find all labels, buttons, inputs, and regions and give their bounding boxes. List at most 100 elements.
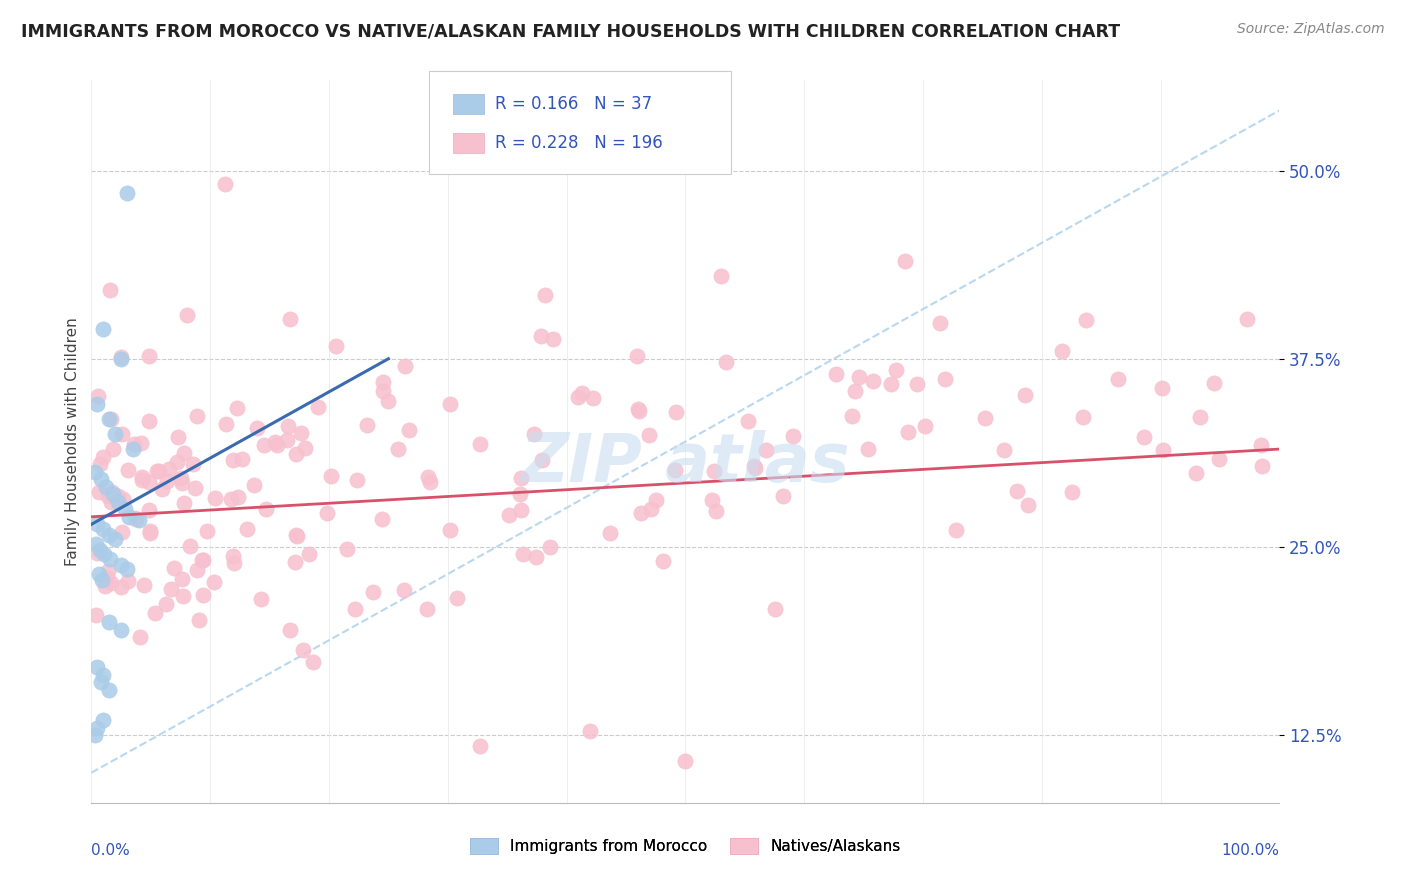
- Point: [131, 473, 153, 487]
- Point: [139, 524, 162, 538]
- Point: [98, 283, 121, 297]
- Point: [294, 441, 316, 455]
- Point: [100, 575, 122, 590]
- Point: [173, 495, 195, 509]
- Point: [98, 615, 121, 630]
- Point: [91, 573, 114, 587]
- Point: [94, 578, 117, 592]
- Point: [96, 571, 118, 585]
- Point: [90, 675, 112, 690]
- Point: [651, 554, 673, 568]
- Point: [117, 463, 139, 477]
- Point: [371, 512, 394, 526]
- Point: [222, 453, 245, 467]
- Point: [86, 546, 108, 560]
- Point: [98, 528, 121, 542]
- Text: R = 0.228   N = 196: R = 0.228 N = 196: [495, 135, 662, 153]
- Point: [1014, 388, 1036, 402]
- Point: [122, 437, 145, 451]
- Point: [524, 549, 547, 564]
- Point: [110, 581, 132, 595]
- Point: [188, 613, 211, 627]
- Point: [418, 470, 440, 484]
- Point: [325, 339, 347, 353]
- Point: [530, 329, 553, 343]
- Point: [91, 522, 114, 536]
- Point: [1184, 467, 1206, 481]
- Point: [627, 404, 650, 418]
- Point: [131, 436, 153, 450]
- Point: [302, 655, 325, 669]
- Point: [191, 552, 214, 566]
- Point: [115, 562, 138, 576]
- Point: [290, 425, 312, 440]
- Point: [285, 528, 308, 542]
- Point: [825, 367, 848, 381]
- Point: [377, 394, 399, 409]
- Point: [879, 376, 901, 391]
- Point: [242, 478, 264, 492]
- Point: [100, 552, 122, 566]
- Point: [894, 254, 917, 268]
- Point: [173, 446, 195, 460]
- Point: [111, 492, 134, 507]
- Point: [541, 332, 564, 346]
- Point: [1107, 371, 1129, 385]
- Point: [280, 623, 302, 637]
- Point: [215, 417, 238, 431]
- Point: [107, 494, 129, 508]
- Point: [533, 288, 555, 302]
- Point: [98, 412, 121, 426]
- Point: [89, 484, 111, 499]
- Point: [86, 517, 108, 532]
- Point: [97, 489, 120, 503]
- Point: [280, 312, 302, 326]
- Point: [110, 623, 132, 637]
- Point: [176, 309, 198, 323]
- Point: [945, 523, 967, 537]
- Point: [195, 524, 218, 539]
- Point: [86, 660, 108, 674]
- Text: 0.0%: 0.0%: [91, 843, 131, 857]
- Point: [538, 540, 561, 554]
- Point: [181, 457, 204, 471]
- Point: [90, 472, 112, 486]
- Point: [509, 502, 531, 516]
- Point: [307, 400, 329, 414]
- Point: [856, 442, 879, 456]
- Point: [226, 490, 249, 504]
- Point: [1250, 459, 1272, 474]
- Point: [1017, 498, 1039, 512]
- Point: [673, 754, 696, 768]
- Point: [84, 607, 107, 622]
- Point: [110, 350, 132, 364]
- Point: [87, 389, 110, 403]
- Point: [1208, 451, 1230, 466]
- Point: [128, 630, 150, 644]
- Point: [219, 491, 242, 506]
- Point: [336, 542, 359, 557]
- Point: [1062, 484, 1084, 499]
- Point: [897, 425, 920, 440]
- Point: [100, 495, 122, 509]
- Point: [1150, 381, 1173, 395]
- Point: [167, 430, 190, 444]
- Point: [172, 589, 194, 603]
- Point: [89, 542, 111, 557]
- Point: [231, 451, 253, 466]
- Point: [155, 597, 177, 611]
- Point: [118, 509, 141, 524]
- Point: [291, 643, 314, 657]
- Text: R = 0.166   N = 37: R = 0.166 N = 37: [495, 95, 652, 113]
- Point: [256, 501, 278, 516]
- Point: [143, 607, 166, 621]
- Point: [704, 504, 727, 518]
- Point: [744, 460, 766, 475]
- Point: [439, 523, 461, 537]
- Point: [166, 455, 188, 469]
- Point: [163, 560, 186, 574]
- Point: [236, 522, 259, 536]
- Point: [394, 359, 416, 373]
- Point: [193, 553, 215, 567]
- Point: [841, 409, 863, 424]
